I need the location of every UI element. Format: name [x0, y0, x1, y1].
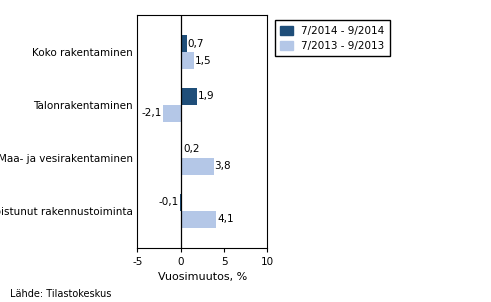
Bar [181, 158, 214, 175]
Text: 3,8: 3,8 [215, 161, 231, 171]
Bar [181, 211, 216, 228]
Bar [181, 141, 183, 158]
X-axis label: Vuosimuutos, %: Vuosimuutos, % [158, 272, 247, 282]
Legend: 7/2014 - 9/2014, 7/2013 - 9/2013: 7/2014 - 9/2014, 7/2013 - 9/2013 [275, 20, 389, 56]
Bar [181, 52, 194, 69]
Text: -2,1: -2,1 [141, 108, 162, 118]
Bar [180, 194, 181, 211]
Text: 4,1: 4,1 [217, 214, 234, 224]
Text: 1,5: 1,5 [194, 56, 211, 66]
Bar [181, 88, 197, 105]
Text: 0,2: 0,2 [183, 144, 200, 154]
Text: -0,1: -0,1 [159, 197, 179, 207]
Bar [181, 35, 187, 52]
Text: Lähde: Tilastokeskus: Lähde: Tilastokeskus [10, 289, 111, 299]
Bar [163, 105, 181, 122]
Text: 0,7: 0,7 [188, 39, 204, 49]
Text: 1,9: 1,9 [198, 92, 215, 101]
